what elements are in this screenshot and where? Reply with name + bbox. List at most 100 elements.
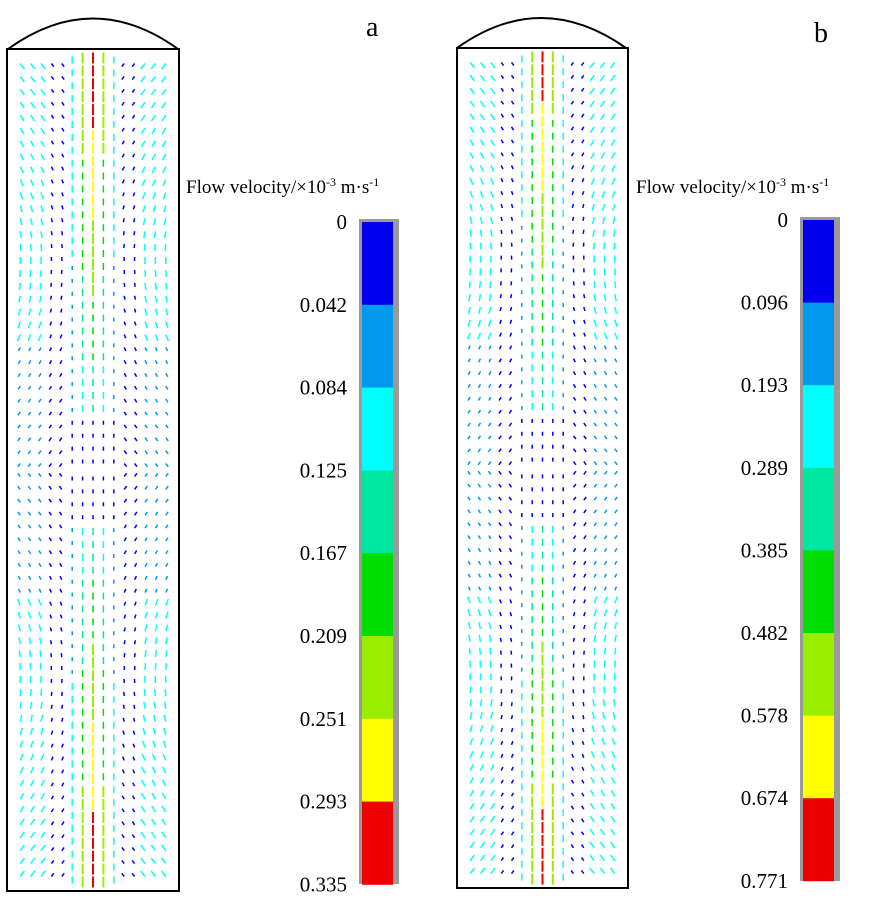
- velocity-vector: [508, 461, 513, 466]
- velocity-vector: [142, 205, 146, 213]
- velocity-vector: [17, 485, 21, 490]
- velocity-vector: [59, 588, 63, 593]
- velocity-vector: [140, 63, 146, 70]
- velocity-vector: [50, 166, 54, 171]
- velocity-vector: [152, 727, 157, 735]
- velocity-vector: [19, 101, 25, 109]
- velocity-vector: [154, 334, 159, 342]
- velocity-vector: [581, 753, 585, 758]
- velocity-vector: [29, 714, 33, 722]
- velocity-vector: [477, 596, 482, 604]
- velocity-vector: [58, 437, 63, 442]
- velocity-vector: [580, 87, 585, 92]
- velocity-vector: [572, 294, 576, 299]
- velocity-vector: [490, 242, 493, 250]
- velocity-vector: [498, 560, 502, 565]
- velocity-vector: [48, 437, 53, 442]
- velocity-vector: [58, 537, 63, 542]
- velocity-vector: [583, 319, 586, 324]
- velocity-vector: [141, 740, 146, 748]
- velocity-vector: [583, 332, 586, 337]
- velocity-vector: [30, 857, 36, 865]
- velocity-vector: [500, 818, 505, 823]
- velocity-vector: [59, 575, 63, 581]
- velocity-vector: [61, 153, 65, 158]
- velocity-vector: [163, 218, 167, 226]
- velocity-vector: [165, 611, 169, 619]
- velocity-vector: [131, 859, 136, 865]
- velocity-vector: [510, 844, 515, 849]
- velocity-vector: [141, 766, 146, 774]
- velocity-vector: [27, 550, 32, 555]
- velocity-vector: [581, 152, 585, 157]
- velocity-vector: [467, 609, 471, 617]
- velocity-vector: [165, 347, 169, 352]
- velocity-vector: [123, 398, 128, 403]
- velocity-vector: [600, 139, 606, 147]
- velocity-vector: [499, 281, 502, 286]
- velocity-vector: [19, 140, 25, 148]
- colorbar-segment: [803, 302, 834, 386]
- velocity-vector: [38, 308, 42, 316]
- velocity-vector: [593, 483, 598, 488]
- velocity-vector: [614, 461, 618, 466]
- velocity-vector: [165, 450, 169, 455]
- velocity-vector: [165, 359, 169, 365]
- velocity-vector: [61, 179, 65, 184]
- velocity-vector: [161, 857, 167, 865]
- velocity-vector: [581, 766, 585, 771]
- colorbar-tick-label: 0.293: [300, 790, 347, 814]
- velocity-vector: [154, 359, 158, 365]
- velocity-vector: [165, 524, 169, 529]
- velocity-vector: [61, 127, 65, 132]
- velocity-vector: [133, 601, 137, 606]
- velocity-vector-field-a: [16, 52, 170, 888]
- velocity-vector: [30, 870, 36, 877]
- velocity-vector: [37, 463, 42, 468]
- velocity-vector: [50, 114, 55, 119]
- velocity-vector: [593, 634, 597, 642]
- velocity-vector: [161, 805, 167, 813]
- colorbar-tick-label: 0: [337, 210, 348, 234]
- velocity-vector: [510, 113, 515, 118]
- velocity-vector: [469, 751, 474, 758]
- velocity-vector: [613, 686, 616, 694]
- velocity-vector: [599, 867, 606, 875]
- velocity-vector: [50, 808, 55, 813]
- velocity-vector: [40, 179, 45, 187]
- velocity-vector: [467, 396, 471, 401]
- velocity-vector: [570, 100, 575, 105]
- velocity-vector: [490, 776, 495, 784]
- velocity-vector: [477, 435, 482, 440]
- velocity-vector: [610, 802, 616, 810]
- velocity-vector: [510, 152, 515, 157]
- velocity-vector: [19, 88, 25, 96]
- velocity-vector: [510, 139, 515, 144]
- velocity-vector: [165, 424, 169, 429]
- velocity-vector: [121, 795, 125, 800]
- velocity-vector: [572, 229, 575, 234]
- velocity-vector: [122, 743, 125, 748]
- velocity-vector: [583, 496, 587, 501]
- velocity-vector: [571, 190, 575, 196]
- velocity-vector: [490, 113, 496, 121]
- velocity-vector: [151, 753, 157, 761]
- velocity-vector: [510, 178, 514, 183]
- velocity-vector: [38, 398, 42, 403]
- velocity-vector: [50, 179, 54, 184]
- velocity-vector: [581, 126, 585, 131]
- velocity-vector: [144, 588, 148, 593]
- velocity-vector: [601, 750, 606, 759]
- velocity-vector: [467, 560, 471, 565]
- velocity-vector: [593, 448, 598, 453]
- velocity-vector: [610, 61, 616, 69]
- velocity-vector: [603, 634, 607, 642]
- velocity-vector: [162, 192, 167, 200]
- velocity-vector: [134, 472, 138, 477]
- velocity-vector: [27, 611, 32, 619]
- velocity-vector: [19, 63, 25, 70]
- velocity-vector: [603, 409, 608, 414]
- velocity-vector: [133, 359, 138, 365]
- velocity-vector: [581, 190, 585, 196]
- velocity-vector: [510, 753, 514, 758]
